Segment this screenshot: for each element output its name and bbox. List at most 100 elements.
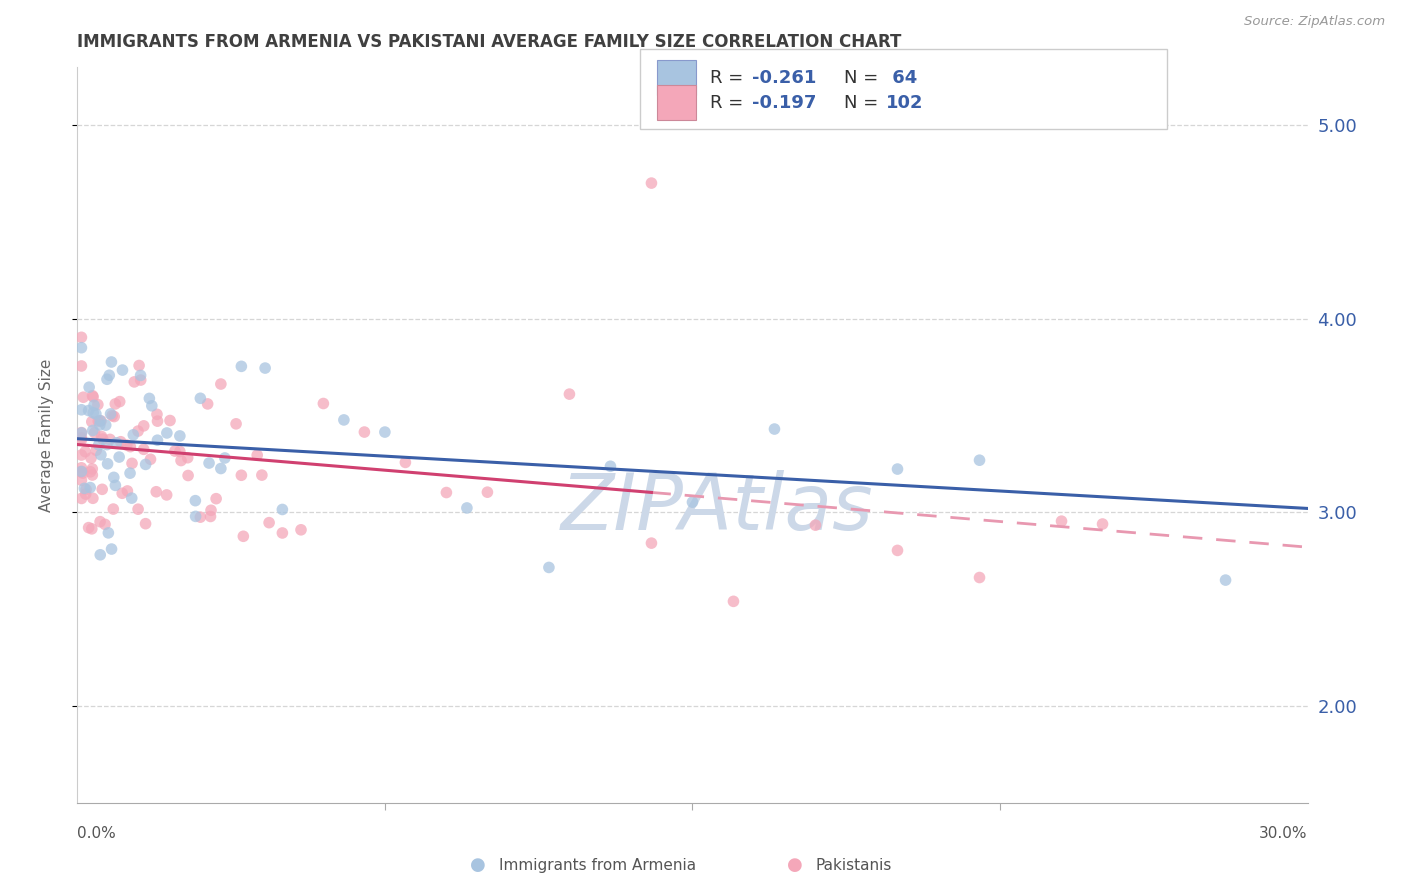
Point	[169, 444, 191, 458]
Text: R =: R =	[710, 69, 749, 87]
Point	[599, 459, 621, 474]
Point	[205, 491, 228, 506]
Point	[139, 452, 162, 467]
Point	[209, 461, 232, 475]
Point	[333, 413, 356, 427]
Point	[763, 422, 786, 436]
Point	[100, 542, 122, 557]
Point	[77, 403, 100, 417]
Point	[98, 433, 121, 447]
Point	[231, 359, 253, 374]
Point	[83, 425, 105, 440]
Point	[558, 387, 581, 401]
Point	[96, 372, 118, 386]
Point	[96, 437, 118, 451]
Point	[1050, 514, 1073, 528]
Point	[146, 414, 169, 428]
Point	[89, 515, 111, 529]
Point	[101, 409, 124, 423]
Text: 102: 102	[886, 94, 924, 112]
Text: -0.197: -0.197	[752, 94, 817, 112]
Point	[159, 413, 181, 427]
Point	[132, 442, 155, 457]
Point	[969, 453, 991, 467]
Point	[246, 448, 269, 462]
Point	[682, 495, 704, 509]
Text: ●: ●	[470, 856, 486, 874]
Text: -0.261: -0.261	[752, 69, 817, 87]
Point	[129, 373, 152, 387]
Point	[177, 468, 200, 483]
Point	[537, 560, 560, 574]
Text: R =: R =	[710, 94, 749, 112]
Point	[70, 433, 93, 447]
Text: N =: N =	[844, 69, 883, 87]
Point	[84, 443, 107, 458]
Point	[82, 389, 104, 403]
Point	[723, 594, 745, 608]
Point	[121, 456, 143, 470]
Point	[886, 462, 908, 476]
Point	[73, 481, 96, 495]
Point	[232, 529, 254, 543]
Text: 0.0%: 0.0%	[77, 827, 117, 841]
Point	[75, 444, 97, 458]
Point	[117, 483, 139, 498]
Text: ZIPAtlas: ZIPAtlas	[561, 470, 873, 547]
Point	[200, 503, 222, 517]
Point	[77, 380, 100, 394]
Point	[94, 418, 117, 433]
Y-axis label: Average Family Size: Average Family Size	[39, 359, 53, 511]
Point	[97, 525, 120, 540]
Point	[80, 451, 103, 466]
Point	[225, 417, 247, 431]
Point	[103, 409, 125, 424]
Point	[374, 425, 396, 439]
Point	[198, 456, 221, 470]
Point	[75, 483, 97, 497]
Point	[89, 548, 111, 562]
Point	[70, 448, 93, 462]
Point	[184, 493, 207, 508]
Point	[163, 444, 186, 458]
Point	[70, 330, 93, 344]
Point	[70, 402, 93, 417]
Point	[127, 502, 149, 516]
Point	[110, 434, 132, 449]
Point	[104, 478, 127, 492]
Point	[97, 457, 120, 471]
Point	[91, 483, 114, 497]
Point	[83, 398, 105, 412]
Point	[200, 509, 222, 524]
Point	[108, 450, 131, 464]
Point	[254, 361, 277, 376]
Point	[170, 453, 193, 467]
Point	[138, 392, 160, 406]
Point	[176, 450, 198, 465]
Point	[70, 465, 93, 479]
Point	[105, 435, 128, 450]
Point	[271, 502, 294, 516]
Point	[70, 465, 93, 479]
Point	[115, 438, 138, 452]
Point	[80, 415, 103, 429]
Point	[141, 399, 163, 413]
Text: 64: 64	[886, 69, 917, 87]
Point	[312, 396, 335, 410]
Point	[80, 522, 103, 536]
Point	[87, 414, 110, 428]
Point	[214, 450, 236, 465]
Point	[87, 438, 110, 452]
Point	[804, 518, 827, 533]
Point	[75, 487, 97, 501]
Point	[257, 516, 280, 530]
Point	[82, 491, 104, 506]
Text: Immigrants from Armenia: Immigrants from Armenia	[499, 858, 696, 872]
Point	[70, 460, 93, 475]
Point	[111, 486, 134, 500]
Point	[146, 434, 169, 448]
Point	[98, 368, 121, 383]
Point	[122, 427, 145, 442]
Point	[72, 466, 94, 480]
Point	[1091, 516, 1114, 531]
